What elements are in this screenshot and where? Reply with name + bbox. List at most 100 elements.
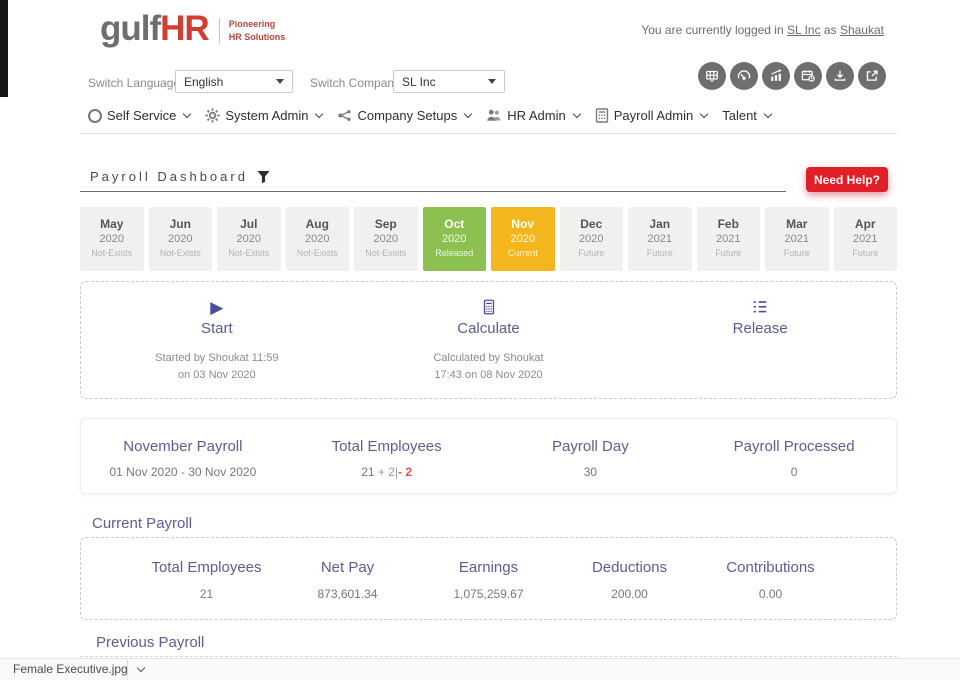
language-select-value: English bbox=[184, 74, 224, 89]
chevron-down-icon bbox=[763, 109, 773, 119]
month-name: Jul bbox=[240, 217, 258, 231]
month-name: May bbox=[100, 217, 124, 231]
chevron-down-icon bbox=[463, 109, 473, 119]
month-year: 2021 bbox=[853, 233, 878, 245]
language-select[interactable]: English bbox=[175, 70, 293, 93]
release-list-icon bbox=[753, 301, 767, 313]
month-year: 2021 bbox=[716, 233, 741, 245]
gauge-button[interactable] bbox=[730, 62, 758, 90]
month-card-aug-2020[interactable]: Aug 2020 Not-Exists bbox=[285, 207, 349, 271]
download-filename: Female Executive.jpg bbox=[13, 662, 128, 676]
chevron-down-icon bbox=[572, 109, 581, 119]
month-year: 2020 bbox=[236, 233, 261, 245]
month-card-oct-2020[interactable]: Oct 2020 Released bbox=[422, 207, 486, 271]
nav-hr-admin[interactable]: HR Admin bbox=[486, 108, 581, 123]
logo-hr-text: HR bbox=[160, 9, 210, 48]
month-card-dec-2020[interactable]: Dec 2020 Future bbox=[559, 207, 623, 271]
month-name: Jun bbox=[169, 217, 191, 231]
calculate-icon bbox=[483, 299, 494, 315]
calendar-clock-button[interactable] bbox=[794, 62, 822, 90]
current-col-title: Contributions bbox=[726, 559, 815, 576]
month-card-mar-2021[interactable]: Mar 2021 Future bbox=[765, 207, 829, 271]
workflow-start[interactable]: ▶ Start Started by Shoukat 11:59 on 03 N… bbox=[81, 282, 353, 398]
summary-processed-title: Payroll Processed bbox=[733, 438, 855, 455]
month-year: 2020 bbox=[373, 233, 398, 245]
month-card-feb-2021[interactable]: Feb 2021 Future bbox=[696, 207, 760, 271]
growth-chart-button[interactable] bbox=[762, 62, 790, 90]
calculate-detail-line2: 17:43 on 08 Nov 2020 bbox=[434, 369, 543, 382]
need-help-button[interactable]: Need Help? bbox=[806, 167, 888, 192]
company-select[interactable]: SL Inc bbox=[393, 70, 505, 93]
external-link-icon bbox=[866, 70, 878, 81]
login-prefix: You are currently logged in bbox=[641, 23, 784, 37]
growth-chart-icon bbox=[771, 69, 782, 81]
nav-self-service[interactable]: Self Service bbox=[88, 108, 192, 123]
summary-payroll-day-value: 30 bbox=[583, 465, 598, 479]
logged-in-status: You are currently logged in SL Inc as Sh… bbox=[641, 23, 884, 37]
nav-company-setups[interactable]: Company Setups bbox=[337, 108, 473, 123]
month-status: Not-Exists bbox=[296, 248, 338, 258]
summary-payroll-day: Payroll Day 30 bbox=[489, 419, 693, 493]
current-payroll-heading: Current Payroll bbox=[92, 515, 193, 532]
title-underline bbox=[80, 191, 786, 192]
month-status: Not-Exists bbox=[159, 248, 201, 258]
workflow-calculate[interactable]: Calculate Calculated by Shoukat 17:43 on… bbox=[353, 282, 625, 398]
login-company-link[interactable]: SL Inc bbox=[787, 23, 821, 37]
chevron-down-icon bbox=[183, 109, 192, 119]
download-caret-icon[interactable] bbox=[136, 663, 145, 673]
nav-label: Payroll Admin bbox=[613, 108, 694, 123]
company-select-value: SL Inc bbox=[402, 74, 436, 89]
current-col-title: Earnings bbox=[458, 559, 519, 576]
current-col-title: Deductions bbox=[591, 559, 668, 576]
logo-wordmark: gulfHR bbox=[100, 9, 210, 48]
nav-label: Company Setups bbox=[357, 108, 458, 123]
month-name: Dec bbox=[580, 217, 603, 231]
calculate-label: Calculate bbox=[457, 320, 520, 337]
month-card-jul-2020[interactable]: Jul 2020 Not-Exists bbox=[217, 207, 281, 271]
month-card-jun-2020[interactable]: Jun 2020 Not-Exists bbox=[148, 207, 212, 271]
month-card-nov-2020[interactable]: Nov 2020 Current bbox=[491, 207, 555, 271]
login-user-link[interactable]: Shaukat bbox=[839, 23, 884, 37]
summary-period-value: 01 Nov 2020 - 30 Nov 2020 bbox=[109, 465, 257, 479]
logo-divider bbox=[218, 17, 220, 44]
month-year: 2021 bbox=[647, 233, 672, 245]
nav-label: System Admin bbox=[225, 108, 309, 123]
month-card-may-2020[interactable]: May 2020 Not-Exists bbox=[80, 207, 144, 271]
month-name: Aug bbox=[305, 217, 329, 231]
month-year: 2021 bbox=[784, 233, 809, 245]
download-button[interactable] bbox=[826, 62, 854, 90]
download-bar: Female Executive.jpg bbox=[0, 658, 960, 680]
nav-talent[interactable]: Talent bbox=[722, 108, 773, 123]
release-label: Release bbox=[732, 320, 788, 337]
month-name: Nov bbox=[511, 217, 535, 231]
month-card-apr-2021[interactable]: Apr 2021 Future bbox=[833, 207, 897, 271]
payroll-summary-panel: November Payroll 01 Nov 2020 - 30 Nov 20… bbox=[80, 418, 897, 494]
nav-payroll-admin[interactable]: Payroll Admin bbox=[595, 108, 709, 123]
month-year: 2020 bbox=[510, 233, 535, 245]
month-status: Future bbox=[646, 248, 673, 258]
month-name: Sep bbox=[374, 217, 397, 231]
workflow-release[interactable]: Release bbox=[624, 282, 896, 398]
current-total-employees: Total Employees 21 bbox=[136, 538, 277, 619]
main-nav: Self Service System Admin Co bbox=[88, 108, 773, 123]
external-link-button[interactable] bbox=[858, 62, 886, 90]
summary-processed: Payroll Processed 0 bbox=[692, 419, 896, 493]
calculator-screen-button[interactable] bbox=[698, 62, 726, 90]
calendar-clock-icon bbox=[801, 70, 815, 82]
download-item[interactable]: Female Executive.jpg bbox=[13, 662, 145, 676]
start-detail-line2: on 03 Nov 2020 bbox=[178, 369, 256, 382]
month-card-sep-2020[interactable]: Sep 2020 Not-Exists bbox=[354, 207, 418, 271]
logo-tagline-line1: Pioneering bbox=[228, 19, 276, 30]
nav-system-admin[interactable]: System Admin bbox=[205, 108, 324, 123]
month-name: Jan bbox=[649, 217, 671, 231]
start-label: Start bbox=[200, 320, 233, 337]
month-card-jan-2021[interactable]: Jan 2021 Future bbox=[628, 207, 692, 271]
current-col-value: 0.00 bbox=[758, 587, 783, 601]
nav-divider bbox=[80, 133, 897, 134]
current-earnings: Earnings 1,075,259.67 bbox=[418, 538, 559, 619]
employees-count: 21 bbox=[361, 465, 375, 479]
filter-icon[interactable] bbox=[257, 170, 270, 184]
month-status: Current bbox=[507, 248, 538, 258]
summary-period-title: November Payroll bbox=[123, 438, 243, 455]
